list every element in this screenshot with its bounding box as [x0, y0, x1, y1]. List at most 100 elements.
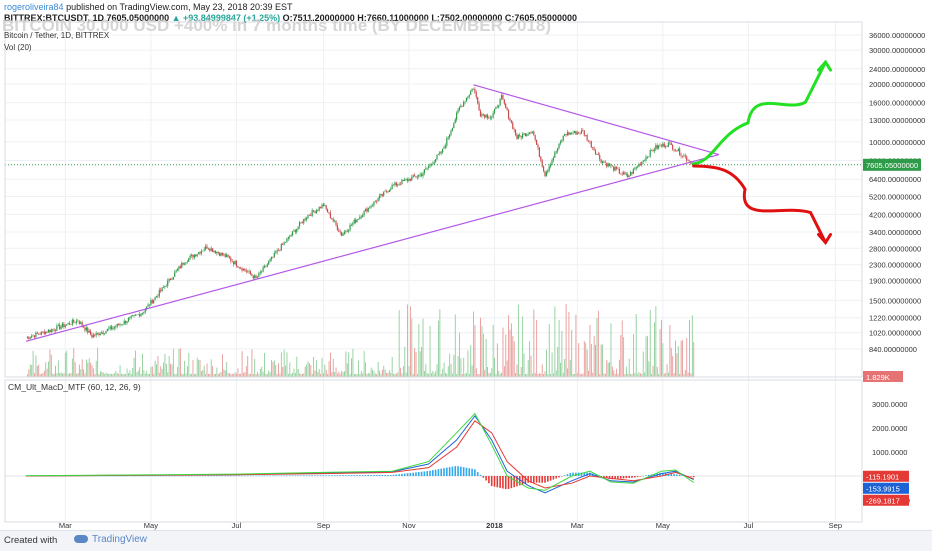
macd-histogram-bar [252, 475, 255, 477]
candle-body [75, 320, 78, 323]
candle-body [388, 190, 390, 192]
volume-bar [156, 364, 157, 377]
candle-body [275, 252, 277, 254]
candle-body [81, 322, 83, 326]
volume-bar [363, 350, 365, 377]
candle-body [160, 290, 162, 292]
volume-legend: Vol (20) [4, 43, 32, 52]
author-link[interactable]: rogeroliveira84 [4, 2, 64, 12]
volume-bar [212, 365, 214, 377]
volume-bar [675, 340, 676, 377]
volume-bar [278, 363, 280, 377]
volume-bar [524, 373, 526, 377]
macd-histogram-bar [462, 467, 465, 476]
macd-histogram-bar [552, 476, 555, 480]
candle-body [614, 167, 616, 171]
candle-body [263, 265, 266, 268]
candle-body [534, 135, 536, 140]
candle-body [167, 280, 169, 286]
volume-bar [223, 369, 225, 377]
volume-bar [205, 373, 207, 377]
volume-bar [243, 372, 244, 377]
candle-body [687, 160, 689, 161]
candle-body [346, 231, 348, 232]
candle-body [95, 333, 97, 336]
volume-bar [627, 373, 629, 377]
price-change: ▲ +93.84999847 (+1.25%) [171, 13, 281, 23]
candle-body [652, 150, 654, 151]
volume-bar [522, 316, 524, 377]
volume-bar [296, 356, 298, 377]
candle-body [169, 278, 172, 280]
volume-bar [620, 335, 622, 377]
volume-bar [338, 371, 340, 377]
candle-body [60, 326, 62, 329]
macd-histogram-bar [266, 475, 269, 477]
candle-body [571, 132, 573, 134]
candle-body [451, 128, 454, 131]
candle-body [425, 168, 427, 170]
macd-histogram-bar [179, 475, 182, 477]
volume-bar [546, 349, 547, 377]
candle-body [132, 315, 134, 317]
volume-bar [374, 373, 376, 377]
volume-bar [192, 360, 194, 377]
candle-body [228, 256, 231, 259]
volume-bar [690, 373, 692, 377]
chart-canvas[interactable]: 36000.00000000 30000.00000000 24000.000000… [0, 0, 932, 530]
candle-body [141, 313, 144, 315]
candle-body [209, 249, 211, 251]
candle-body [545, 172, 548, 176]
candle-body [247, 271, 249, 273]
volume-bar [189, 373, 191, 377]
candle-body [157, 296, 159, 297]
volume-bar [593, 335, 595, 377]
candle-body [535, 139, 538, 145]
volume-bar [391, 356, 393, 377]
candle-body [370, 206, 372, 208]
volume-bar [74, 362, 76, 377]
candle-body [615, 167, 618, 169]
candle-body [221, 252, 224, 256]
candle-body [618, 168, 620, 174]
candle-body [162, 287, 165, 288]
volume-bar [693, 341, 695, 377]
candle-body [119, 324, 121, 326]
macd-histogram-bar [625, 476, 628, 479]
candle-body [96, 333, 99, 334]
macd-histogram-bar [510, 476, 513, 489]
volume-bar [409, 306, 411, 377]
candle-body [673, 149, 675, 151]
volume-bar [625, 366, 627, 377]
candle-body [557, 148, 559, 152]
candle-body [606, 162, 608, 167]
tradingview-logo[interactable]: TradingView [74, 534, 147, 545]
candle-body [587, 140, 590, 141]
volume-bar [315, 360, 317, 377]
candle-body [496, 106, 498, 108]
candle-body [435, 159, 437, 162]
candle-body [85, 327, 87, 331]
candle-body [572, 133, 574, 134]
volume-bar [362, 373, 364, 377]
volume-bar [540, 373, 542, 377]
bullish-arrow [692, 60, 828, 166]
volume-bar [623, 337, 625, 377]
volume-bar [49, 349, 51, 377]
volume-bar [346, 363, 348, 377]
candle-body [77, 320, 79, 322]
candle-body [377, 198, 379, 202]
macd-histogram-bar [157, 475, 159, 477]
volume-bar [394, 373, 396, 377]
macd-histogram-bar [288, 475, 291, 476]
volume-bar [153, 373, 155, 377]
volume-bar [419, 351, 421, 377]
candle-body [196, 254, 198, 257]
macd-histogram-bar [238, 475, 241, 477]
volume-bar [565, 303, 567, 377]
candle-body [188, 258, 190, 262]
candle-body [395, 182, 397, 186]
volume-bar [553, 373, 554, 377]
volume-bar [335, 367, 337, 377]
volume-bar [369, 373, 371, 377]
